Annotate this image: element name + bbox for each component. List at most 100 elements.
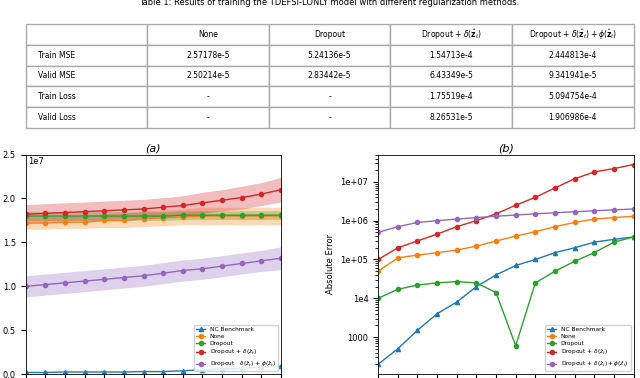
Dropout [100,214,108,218]
NC Benchmark [571,246,579,250]
Dropout + $\delta(\hat{z}_t) + \phi(\hat{z}_t)$ [531,212,539,216]
Dropout + $\delta(\hat{z}_t)$ [413,239,421,243]
Dropout [472,280,480,285]
NC Benchmark [159,369,167,374]
Dropout [531,280,539,285]
Dropout   $\delta(\hat{z}_t)$ + $\phi(\hat{z}_t)$ [61,280,68,285]
Line: None: None [376,214,636,273]
Dropout + $\delta(\hat{z}_t)$ [591,170,598,174]
Dropout [571,259,579,263]
None [413,253,421,257]
NC Benchmark [610,237,618,242]
Dropout [81,214,88,218]
None [42,221,49,225]
Dropout [492,290,500,295]
NC Benchmark [81,370,88,374]
Dropout   $\delta(\hat{z}_t)$ + $\phi(\hat{z}_t)$ [120,275,128,280]
NC Benchmark [238,366,246,370]
None [551,225,559,229]
Dropout [179,213,187,217]
None [22,221,29,225]
NC Benchmark [22,370,29,375]
NC Benchmark [492,273,500,277]
None [571,220,579,225]
NC Benchmark [630,235,637,239]
Dropout + $\delta(\hat{z}_t)$ [159,205,167,209]
Dropout + $\delta(\hat{z}_t)$ [100,209,108,213]
NC Benchmark [198,367,206,372]
NC Benchmark [591,240,598,245]
Dropout + $\delta(\hat{z}_t)$ [610,166,618,171]
None [198,214,206,218]
None [238,214,246,218]
None [140,217,147,221]
Dropout   $\delta(\hat{z}_t)$ + $\phi(\hat{z}_t)$ [100,277,108,282]
None [453,248,461,253]
Dropout   $\delta(\hat{z}_t)$ + $\phi(\hat{z}_t)$ [159,271,167,276]
Dropout [551,269,559,273]
None [257,214,265,218]
Dropout + $\delta(\hat{z}_t) + \phi(\hat{z}_t)$ [433,218,441,223]
Dropout + $\delta(\hat{z}_t)$ [22,212,29,217]
NC Benchmark [531,257,539,262]
Dropout [610,240,618,245]
Dropout + $\delta(\hat{z}_t)$ [531,195,539,200]
Dropout + $\delta(\hat{z}_t) + \phi(\hat{z}_t)$ [551,211,559,215]
Dropout + $\delta(\hat{z}_t)$ [61,210,68,215]
Dropout [218,213,226,217]
Dropout + $\delta(\hat{z}_t) + \phi(\hat{z}_t)$ [413,220,421,225]
NC Benchmark [374,362,382,367]
Dropout + $\delta(\hat{z}_t) + \phi(\hat{z}_t)$ [394,225,402,229]
Dropout   $\delta(\hat{z}_t)$ + $\phi(\hat{z}_t)$ [277,256,285,260]
Dropout [238,213,246,217]
Line: Dropout: Dropout [376,235,636,348]
Title: Table 1: Results of training the TDEFSI-LONLY model with different regularizatio: Table 1: Results of training the TDEFSI-… [140,0,520,7]
NC Benchmark [42,370,49,375]
Legend: NC Benchmark, None, Dropout, Dropout + $\delta(\hat{z}_t)$, Dropout + $\delta(\h: NC Benchmark, None, Dropout, Dropout + $… [545,325,630,371]
Dropout + $\delta(\hat{z}_t)$ [120,208,128,212]
Title: (b): (b) [498,144,514,154]
Dropout + $\delta(\hat{z}_t)$ [277,187,285,192]
Dropout [433,280,441,285]
Line: Dropout + $\delta(\hat{z}_t)$: Dropout + $\delta(\hat{z}_t)$ [376,163,636,262]
NC Benchmark [394,347,402,351]
Dropout [630,235,637,239]
Dropout + $\delta(\hat{z}_t)$ [472,218,480,223]
Dropout + $\delta(\hat{z}_t)$ [238,195,246,200]
Dropout + $\delta(\hat{z}_t)$ [512,203,520,208]
Legend: NC Benchmark, None, Dropout, Dropout + $\delta(\hat{z}_t)$, Dropout   $\delta(\h: NC Benchmark, None, Dropout, Dropout + $… [194,325,278,371]
Dropout + $\delta(\hat{z}_t) + \phi(\hat{z}_t)$ [630,207,637,211]
Dropout + $\delta(\hat{z}_t)$ [551,186,559,190]
NC Benchmark [512,263,520,268]
None [120,218,128,223]
None [512,234,520,239]
Dropout [591,250,598,255]
NC Benchmark [257,365,265,369]
Dropout + $\delta(\hat{z}_t) + \phi(\hat{z}_t)$ [512,213,520,217]
None [81,220,88,225]
Dropout [198,213,206,217]
NC Benchmark [100,370,108,374]
NC Benchmark [472,284,480,289]
Dropout [394,287,402,291]
Y-axis label: Absolute Error: Absolute Error [326,234,335,294]
Dropout + $\delta(\hat{z}_t)$ [257,192,265,196]
None [179,215,187,219]
None [374,269,382,273]
Dropout + $\delta(\hat{z}_t) + \phi(\hat{z}_t)$ [453,217,461,222]
Dropout + $\delta(\hat{z}_t)$ [453,225,461,229]
Dropout [257,213,265,217]
Dropout   $\delta(\hat{z}_t)$ + $\phi(\hat{z}_t)$ [140,274,147,278]
Dropout + $\delta(\hat{z}_t)$ [198,201,206,205]
None [218,214,226,218]
Dropout + $\delta(\hat{z}_t)$ [433,232,441,236]
Line: Dropout   $\delta(\hat{z}_t)$ + $\phi(\hat{z}_t)$: Dropout $\delta(\hat{z}_t)$ + $\phi(\hat… [24,256,283,288]
NC Benchmark [179,369,187,373]
None [61,220,68,225]
None [610,215,618,220]
Dropout [512,344,520,348]
Dropout   $\delta(\hat{z}_t)$ + $\phi(\hat{z}_t)$ [22,284,29,289]
None [531,229,539,234]
Dropout + $\delta(\hat{z}_t)$ [394,246,402,250]
NC Benchmark [277,364,285,369]
